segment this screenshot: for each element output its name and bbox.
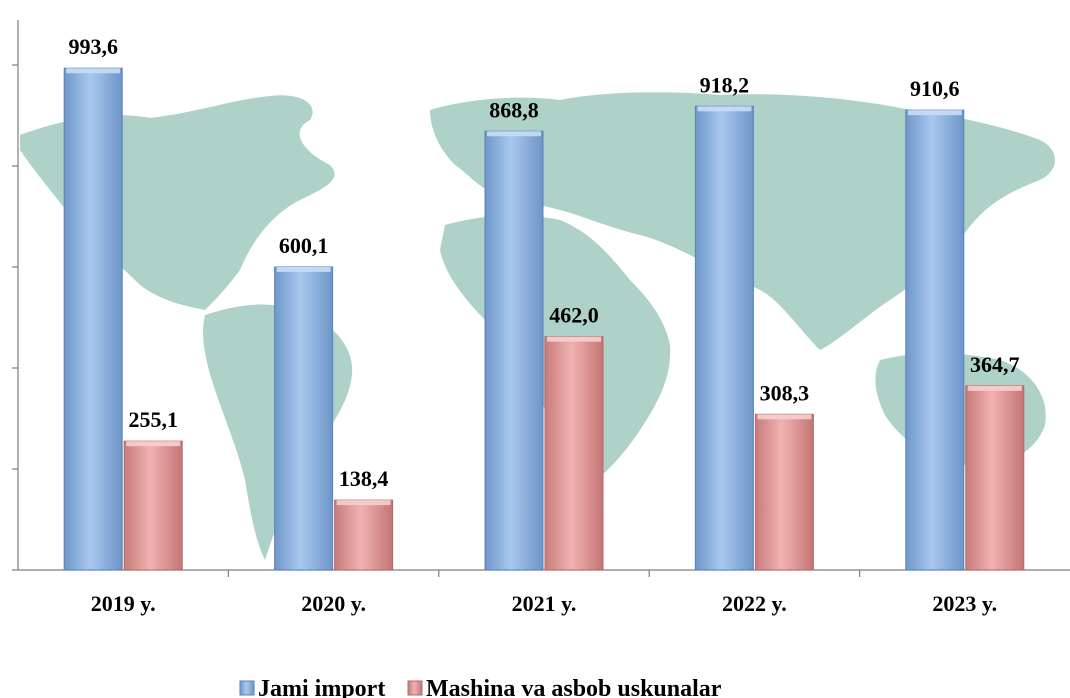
bar-cap (547, 336, 601, 342)
bars (63, 67, 1025, 571)
bar-jami-import-0 (63, 67, 123, 571)
bar-cap (66, 68, 121, 74)
legend-item-mashina: Mashina va asbob uskunalar (407, 676, 722, 698)
data-label: 255,1 (128, 407, 178, 432)
data-label: 993,6 (68, 34, 118, 59)
bar-cap (757, 414, 812, 420)
x-axis-ticks (227, 570, 861, 577)
bar-jami-import-4 (905, 109, 965, 571)
x-tick-label: 2019 y. (91, 591, 156, 616)
value-labels: 993,6 255,1 600,1 138,4 868,8 462,0 918,2 308,3… (68, 34, 1019, 491)
data-label: 868,8 (489, 97, 539, 122)
bar-cap (907, 110, 962, 116)
bar-jami-import-1 (274, 266, 334, 571)
bar-mashina-3 (754, 413, 814, 571)
data-label: 462,0 (549, 303, 599, 328)
bar-mashina-4 (965, 385, 1025, 571)
data-label: 918,2 (700, 72, 750, 97)
category-labels: 2019 y. 2020 y. 2021 y. 2022 y. 2023 y. (91, 591, 997, 616)
bar-cap (276, 266, 331, 272)
bar-mashina-2 (544, 336, 604, 571)
legend-swatch (407, 680, 423, 696)
legend-swatch (239, 680, 255, 696)
x-tick-label: 2020 y. (301, 591, 366, 616)
data-label: 910,6 (910, 76, 960, 101)
legend-label: Jami import (258, 676, 385, 698)
data-label: 364,7 (970, 352, 1020, 377)
x-tick-label: 2023 y. (932, 591, 997, 616)
legend-label: Mashina va asbob uskunalar (426, 676, 722, 698)
data-label: 600,1 (279, 233, 329, 258)
legend: Jami import Mashina va asbob uskunalar (239, 676, 722, 698)
x-tick-label: 2021 y. (512, 591, 577, 616)
bar-cap (336, 500, 391, 506)
data-label: 308,3 (760, 380, 810, 405)
bar-cap (697, 106, 752, 112)
bar-cap (967, 385, 1022, 391)
bar-cap (126, 441, 181, 447)
data-label: 138,4 (339, 466, 389, 491)
legend-item-jami-import: Jami import (239, 676, 385, 698)
bar-mashina-0 (123, 440, 183, 571)
bar-jami-import-3 (694, 105, 754, 571)
axes (12, 20, 1070, 577)
bar-mashina-1 (334, 499, 394, 571)
bar-cap (487, 131, 541, 137)
bar-jami-import-2 (484, 130, 544, 571)
y-axis-ticks (12, 64, 18, 571)
x-tick-label: 2022 y. (722, 591, 787, 616)
